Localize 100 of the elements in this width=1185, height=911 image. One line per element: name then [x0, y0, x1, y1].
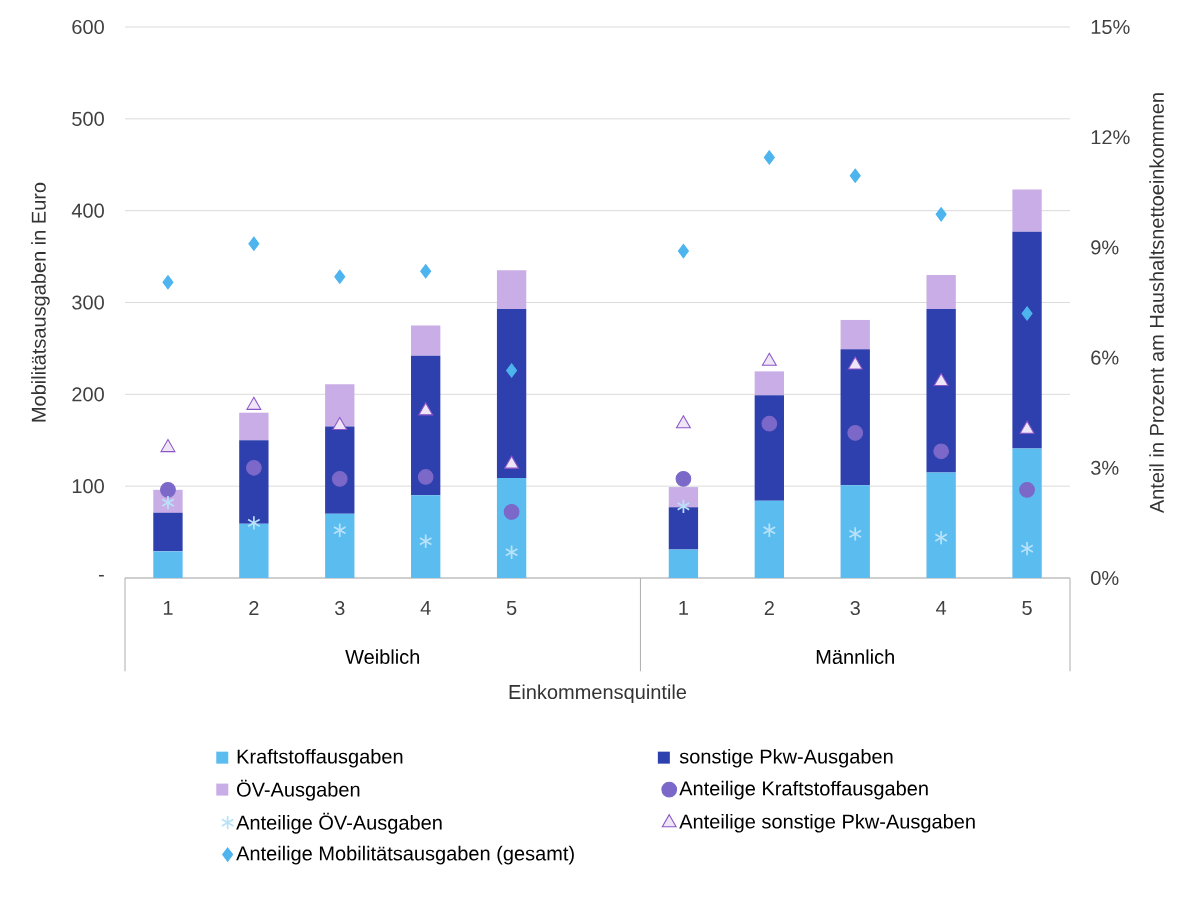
legend-label: Anteilige Kraftstoffausgaben: [679, 780, 928, 800]
point: [933, 372, 949, 387]
point: [762, 522, 776, 538]
y-tick-label: 100: [72, 479, 104, 494]
legend-label: Kraftstoffausgaben: [237, 748, 403, 768]
x-tick-label: 4: [936, 600, 947, 615]
x-tick-label: 3: [850, 600, 860, 616]
bar: [496, 308, 527, 478]
point: [763, 150, 775, 165]
point: [761, 415, 778, 432]
point: [247, 515, 261, 531]
bar: [325, 384, 355, 427]
y2-tick-label: 3%: [1091, 460, 1119, 475]
point: [420, 264, 432, 279]
point: [504, 544, 519, 560]
point: [248, 236, 260, 251]
point: [934, 530, 948, 546]
bar: [840, 319, 870, 350]
y2-tick-label: 9%: [1091, 240, 1119, 255]
point: [847, 356, 863, 370]
point: [160, 481, 176, 498]
y-tick-label: 600: [72, 19, 104, 35]
bar: [840, 349, 870, 486]
bar: [668, 507, 699, 550]
bar: [239, 440, 269, 524]
point: [677, 243, 689, 259]
bar: [496, 270, 527, 309]
x-tick-label: 5: [1022, 600, 1032, 615]
y-tick-label: 200: [72, 387, 104, 402]
y-tick-label: 500: [72, 111, 104, 126]
point: [675, 470, 692, 487]
point: [848, 526, 862, 542]
point: [933, 443, 950, 460]
y-axis-title: Mobilitätsausgaben in Euro: [31, 182, 50, 422]
bar: [754, 395, 784, 501]
y2-tick-label: 0%: [1091, 570, 1119, 586]
bar: [411, 325, 441, 356]
bar: [926, 308, 956, 473]
point: [935, 207, 947, 222]
text: Männlich: [816, 649, 894, 664]
point: [419, 533, 433, 549]
y2-axis-title: Anteil in Prozent am Haushaltsnettoeinkommen: [1149, 93, 1164, 514]
x-tick-label: 3: [334, 600, 345, 616]
bar: [668, 487, 699, 508]
point: [676, 498, 691, 514]
x-axis-title: Einkommensquintile: [509, 684, 687, 704]
bar: [754, 500, 784, 578]
point: [1019, 420, 1035, 434]
point: [1019, 481, 1035, 498]
bar: [668, 549, 699, 578]
y-tick-label: 400: [71, 203, 104, 218]
point: [417, 469, 434, 485]
x-tick-label: 2: [764, 600, 774, 615]
bar: [325, 513, 355, 578]
bar: [1012, 189, 1042, 232]
point: [246, 459, 262, 476]
point: [1021, 306, 1033, 321]
point: [160, 439, 176, 453]
bar: [754, 371, 784, 396]
text: Weiblich: [345, 649, 420, 664]
bar: [1012, 448, 1042, 578]
point: [332, 417, 348, 431]
legend-label: Anteilige ÖV-Ausgaben: [236, 812, 442, 834]
bar: [411, 495, 441, 578]
bar: [411, 355, 441, 496]
x-tick-label: 5: [506, 600, 517, 615]
point: [506, 363, 518, 378]
bar: [496, 477, 527, 578]
point: [331, 470, 348, 487]
bar: [325, 426, 355, 514]
point: [333, 522, 347, 538]
x-tick-label: 1: [679, 600, 688, 615]
legend-label: ÖV-Ausgaben: [237, 779, 360, 801]
point: [675, 415, 691, 429]
x-tick-label: 1: [163, 600, 173, 615]
bar: [239, 412, 269, 441]
x-tick-label: 2: [249, 600, 259, 615]
y2-tick-label: 12%: [1091, 130, 1130, 145]
bar: [840, 485, 870, 578]
legend-label: Anteilige Mobilitätsausgaben (gesamt): [236, 845, 574, 865]
point: [849, 168, 861, 183]
point: [1020, 541, 1034, 557]
bar: [239, 523, 269, 578]
y-tick-label: -: [98, 574, 104, 577]
legend-label: Anteilige sonstige Pkw-Ausgaben: [679, 813, 975, 833]
point: [761, 352, 777, 366]
y2-tick-label: 6%: [1091, 350, 1119, 365]
point: [504, 455, 520, 469]
x-tick-label: 4: [420, 600, 431, 615]
point: [847, 425, 864, 441]
y2-tick-label: 15%: [1091, 19, 1130, 35]
legend-label: sonstige Pkw-Ausgaben: [679, 748, 893, 768]
bar: [1012, 231, 1042, 449]
point: [503, 504, 520, 520]
bar: [926, 472, 956, 578]
bar: [926, 274, 956, 309]
y-tick-label: 300: [72, 295, 104, 310]
point: [334, 269, 346, 284]
bar: [153, 551, 183, 578]
point: [418, 402, 434, 416]
